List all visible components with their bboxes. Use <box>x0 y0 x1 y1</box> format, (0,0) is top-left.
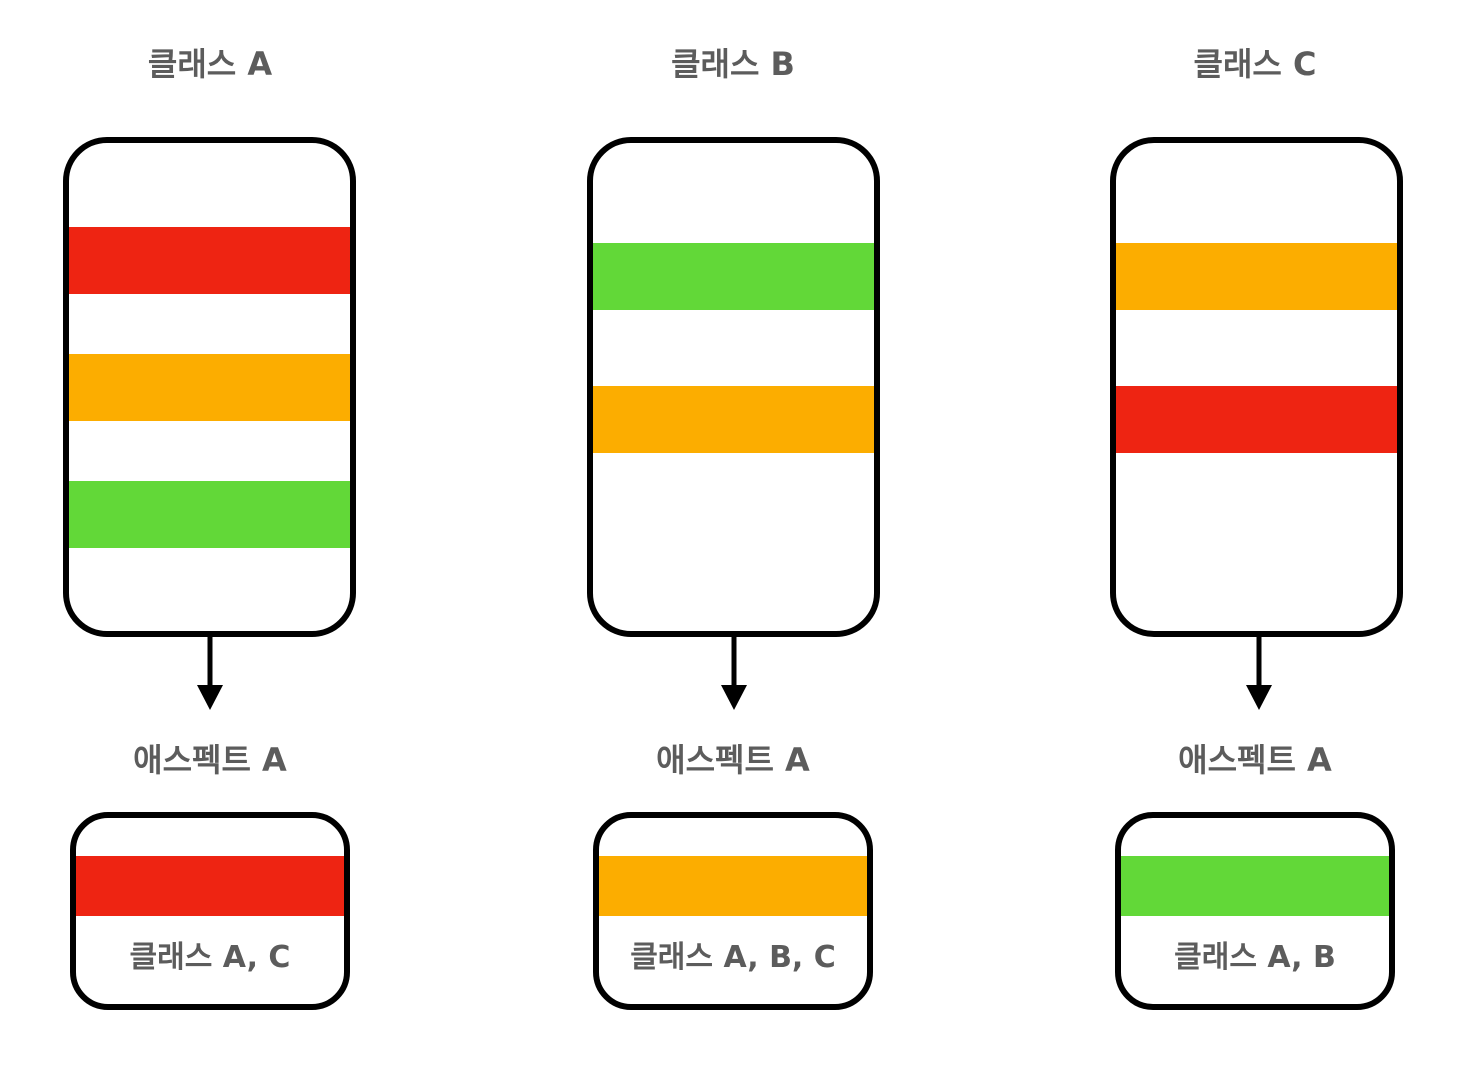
aspect-a-title-1: 애스펙트 A <box>133 741 287 779</box>
class-b-box <box>587 137 880 637</box>
class-b-title: 클래스 B <box>671 45 795 83</box>
class-a-stripe-1 <box>69 227 350 294</box>
class-c-stripe-2 <box>1116 386 1397 453</box>
class-c-box <box>1110 137 1403 637</box>
down-arrow-icon <box>1246 633 1272 710</box>
class-c-stripe-1 <box>1116 243 1397 310</box>
aspect-box-3: 클래스 A, B <box>1115 812 1395 1010</box>
aspect-a-title-2: 애스펙트 A <box>656 741 810 779</box>
class-a-stripe-3 <box>69 481 350 548</box>
class-b-stripe-2 <box>593 386 874 453</box>
aspect-stripe-1 <box>76 856 344 916</box>
aspect-box-2: 클래스 A, B, C <box>593 812 873 1010</box>
aspect-label-3: 클래스 A, B <box>1174 940 1336 975</box>
aspect-stripe-2 <box>599 856 867 916</box>
down-arrow-icon <box>721 633 747 710</box>
aspect-stripe-3 <box>1121 856 1389 916</box>
aspect-label-1: 클래스 A, C <box>129 940 291 975</box>
down-arrow-icon <box>197 633 223 710</box>
aspect-label-2: 클래스 A, B, C <box>630 940 836 975</box>
class-b-stripe-1 <box>593 243 874 310</box>
class-a-stripe-2 <box>69 354 350 421</box>
aspect-box-1: 클래스 A, C <box>70 812 350 1010</box>
class-c-title: 클래스 C <box>1193 45 1317 83</box>
class-a-title: 클래스 A <box>147 45 273 83</box>
aspect-a-title-3: 애스펙트 A <box>1178 741 1332 779</box>
class-a-box <box>63 137 356 637</box>
